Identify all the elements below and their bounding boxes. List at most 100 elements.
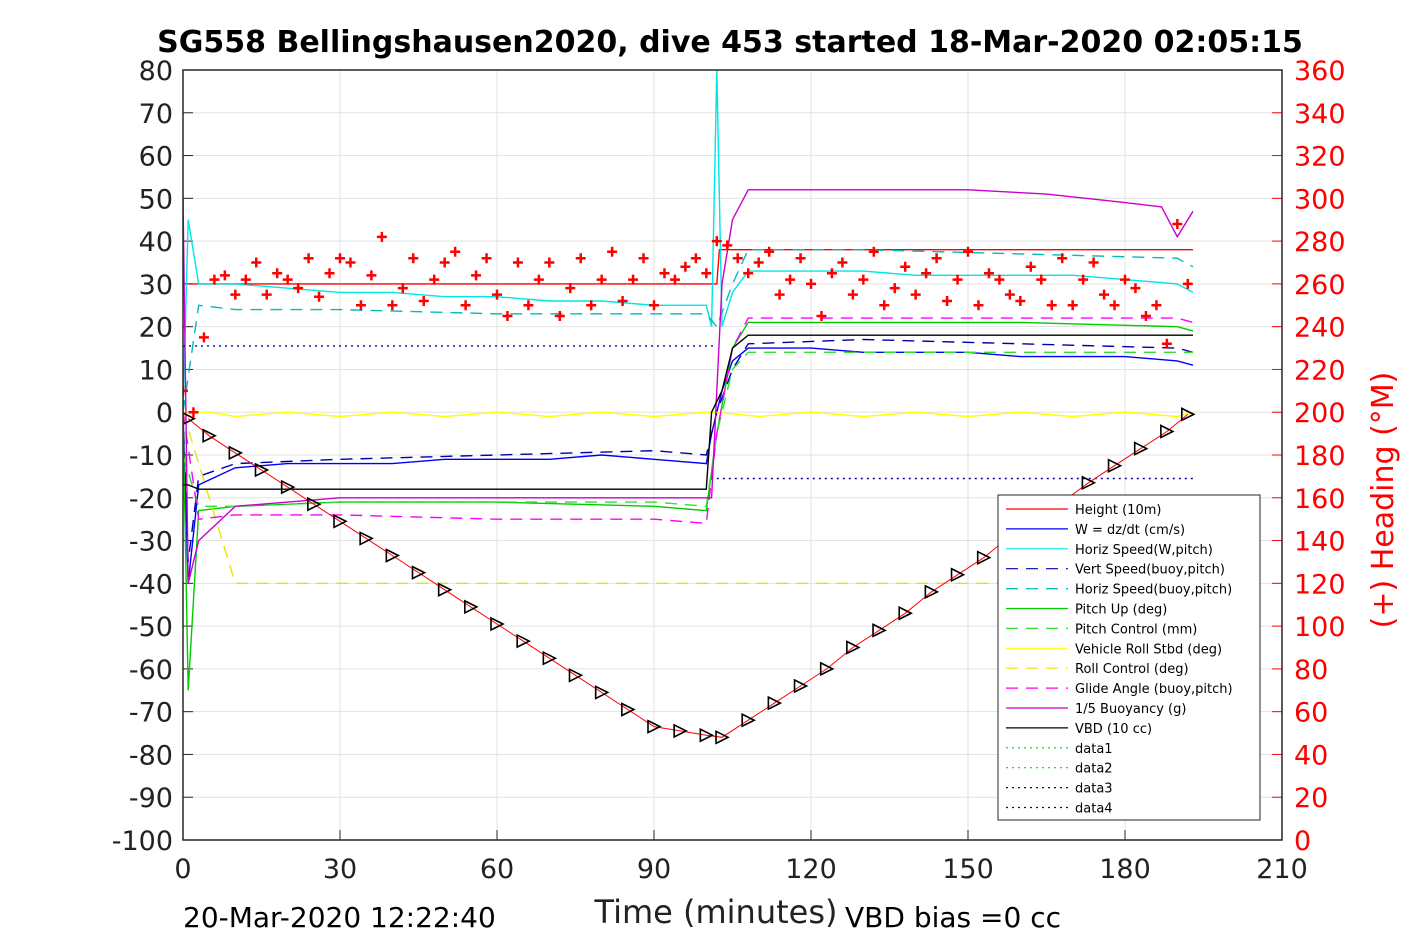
heading-marker	[1099, 289, 1110, 300]
series-line	[183, 248, 1194, 413]
right-y-tick-label: 140	[1294, 527, 1346, 558]
heading-marker	[973, 300, 984, 311]
depth-marker	[280, 479, 296, 495]
heading-marker	[753, 257, 764, 268]
depth-marker	[1081, 475, 1097, 491]
heading-marker	[1036, 274, 1047, 285]
depth-marker	[228, 445, 244, 461]
y-tick-label: -10	[129, 441, 173, 472]
depth-marker	[1181, 407, 1196, 422]
heading-marker	[230, 289, 241, 300]
depth-marker	[1160, 424, 1175, 439]
x-tick-label: 180	[1099, 854, 1151, 885]
depth-marker	[254, 462, 270, 478]
y-tick-label: 80	[139, 56, 173, 87]
heading-marker	[921, 268, 932, 279]
depth-marker	[846, 640, 861, 655]
heading-marker	[586, 300, 597, 311]
heading-marker	[198, 332, 209, 343]
y-tick-label: 60	[139, 142, 173, 173]
heading-marker	[649, 300, 659, 311]
heading-marker	[628, 274, 639, 285]
legend-label: Vert Speed(buoy,pitch)	[1075, 563, 1225, 578]
heading-marker	[942, 296, 953, 306]
heading-marker	[1078, 274, 1089, 285]
depth-marker	[819, 661, 835, 677]
heading-marker	[931, 253, 942, 264]
heading-marker	[889, 283, 900, 294]
heading-marker	[492, 289, 502, 300]
legend-label: Vehicle Roll Stbd (deg)	[1075, 642, 1222, 657]
series-line	[183, 338, 1194, 562]
heading-marker	[512, 257, 523, 268]
y-tick-label: 0	[156, 398, 173, 429]
heading-marker	[1057, 253, 1068, 264]
legend-label: data1	[1075, 742, 1113, 757]
x-tick-label: 210	[1256, 854, 1308, 885]
y-tick-label: 20	[139, 313, 173, 344]
heading-marker	[806, 278, 816, 289]
footer-vbd-bias: VBD bias =0 cc	[845, 901, 1061, 934]
y-tick-label: 30	[139, 270, 173, 301]
heading-marker	[502, 310, 513, 321]
depth-marker	[1107, 458, 1123, 473]
heading-marker	[764, 246, 775, 257]
x-tick-label: 30	[323, 854, 357, 885]
depth-marker	[385, 548, 401, 563]
heading-marker	[826, 268, 837, 279]
heading-marker	[596, 274, 607, 285]
depth-marker	[621, 702, 636, 717]
depth-marker	[183, 412, 197, 426]
y-tick-label: 40	[139, 227, 173, 258]
heading-marker	[774, 289, 785, 300]
y-tick-label: -20	[129, 484, 173, 515]
heading-marker	[408, 253, 419, 264]
depth-marker	[898, 605, 913, 621]
depth-marker	[594, 685, 610, 700]
legend: Height (10m) W = dz/dt (cm/s) Horiz Speed(…	[997, 494, 1261, 821]
legend-label: Roll Control (deg)	[1075, 662, 1189, 677]
heading-marker	[1025, 261, 1036, 272]
depth-marker	[699, 727, 715, 743]
right-y-tick-label: 60	[1294, 698, 1328, 729]
right-y-tick-label: 80	[1294, 655, 1328, 686]
heading-marker	[690, 253, 701, 264]
y-tick-label: -70	[129, 698, 173, 729]
heading-marker	[188, 407, 199, 418]
legend-label: 1/5 Buoyancy (g)	[1075, 702, 1186, 717]
y-tick-label: -90	[129, 783, 173, 814]
heading-marker	[450, 246, 461, 257]
heading-marker	[1046, 300, 1057, 311]
heading-marker	[1004, 289, 1015, 300]
right-y-tick-label: 180	[1294, 441, 1346, 472]
heading-marker	[272, 268, 283, 279]
heading-marker	[240, 274, 251, 285]
depth-marker	[793, 678, 809, 694]
depth-marker	[542, 650, 558, 666]
heading-marker	[282, 274, 293, 285]
y-tick-label: -40	[129, 569, 173, 600]
legend-label: VBD (10 cc)	[1075, 722, 1152, 737]
right-y-tick-label: 280	[1294, 227, 1346, 258]
heading-marker	[1015, 296, 1026, 306]
y-tick-label: 50	[139, 184, 173, 215]
depth-marker	[741, 712, 756, 728]
x-tick-label: 90	[637, 854, 671, 885]
heading-marker	[711, 236, 722, 247]
depth-marker	[359, 531, 374, 546]
heading-marker	[900, 261, 911, 272]
heading-marker	[376, 231, 387, 242]
right-y-tick-label: 300	[1294, 184, 1346, 215]
legend-label: W = dz/dt (cm/s)	[1075, 523, 1185, 538]
heading-marker	[429, 274, 440, 285]
series-line	[183, 334, 1193, 490]
heading-marker	[366, 270, 377, 281]
heading-marker	[879, 300, 890, 311]
heading-marker	[335, 253, 345, 264]
right-y-tick-label: 40	[1294, 740, 1328, 771]
x-axis-label: Time (minutes)	[594, 893, 838, 931]
depth-marker	[437, 582, 453, 598]
heading-marker	[1130, 283, 1141, 294]
heading-marker	[471, 270, 482, 281]
legend-label: Pitch Up (deg)	[1075, 603, 1167, 618]
